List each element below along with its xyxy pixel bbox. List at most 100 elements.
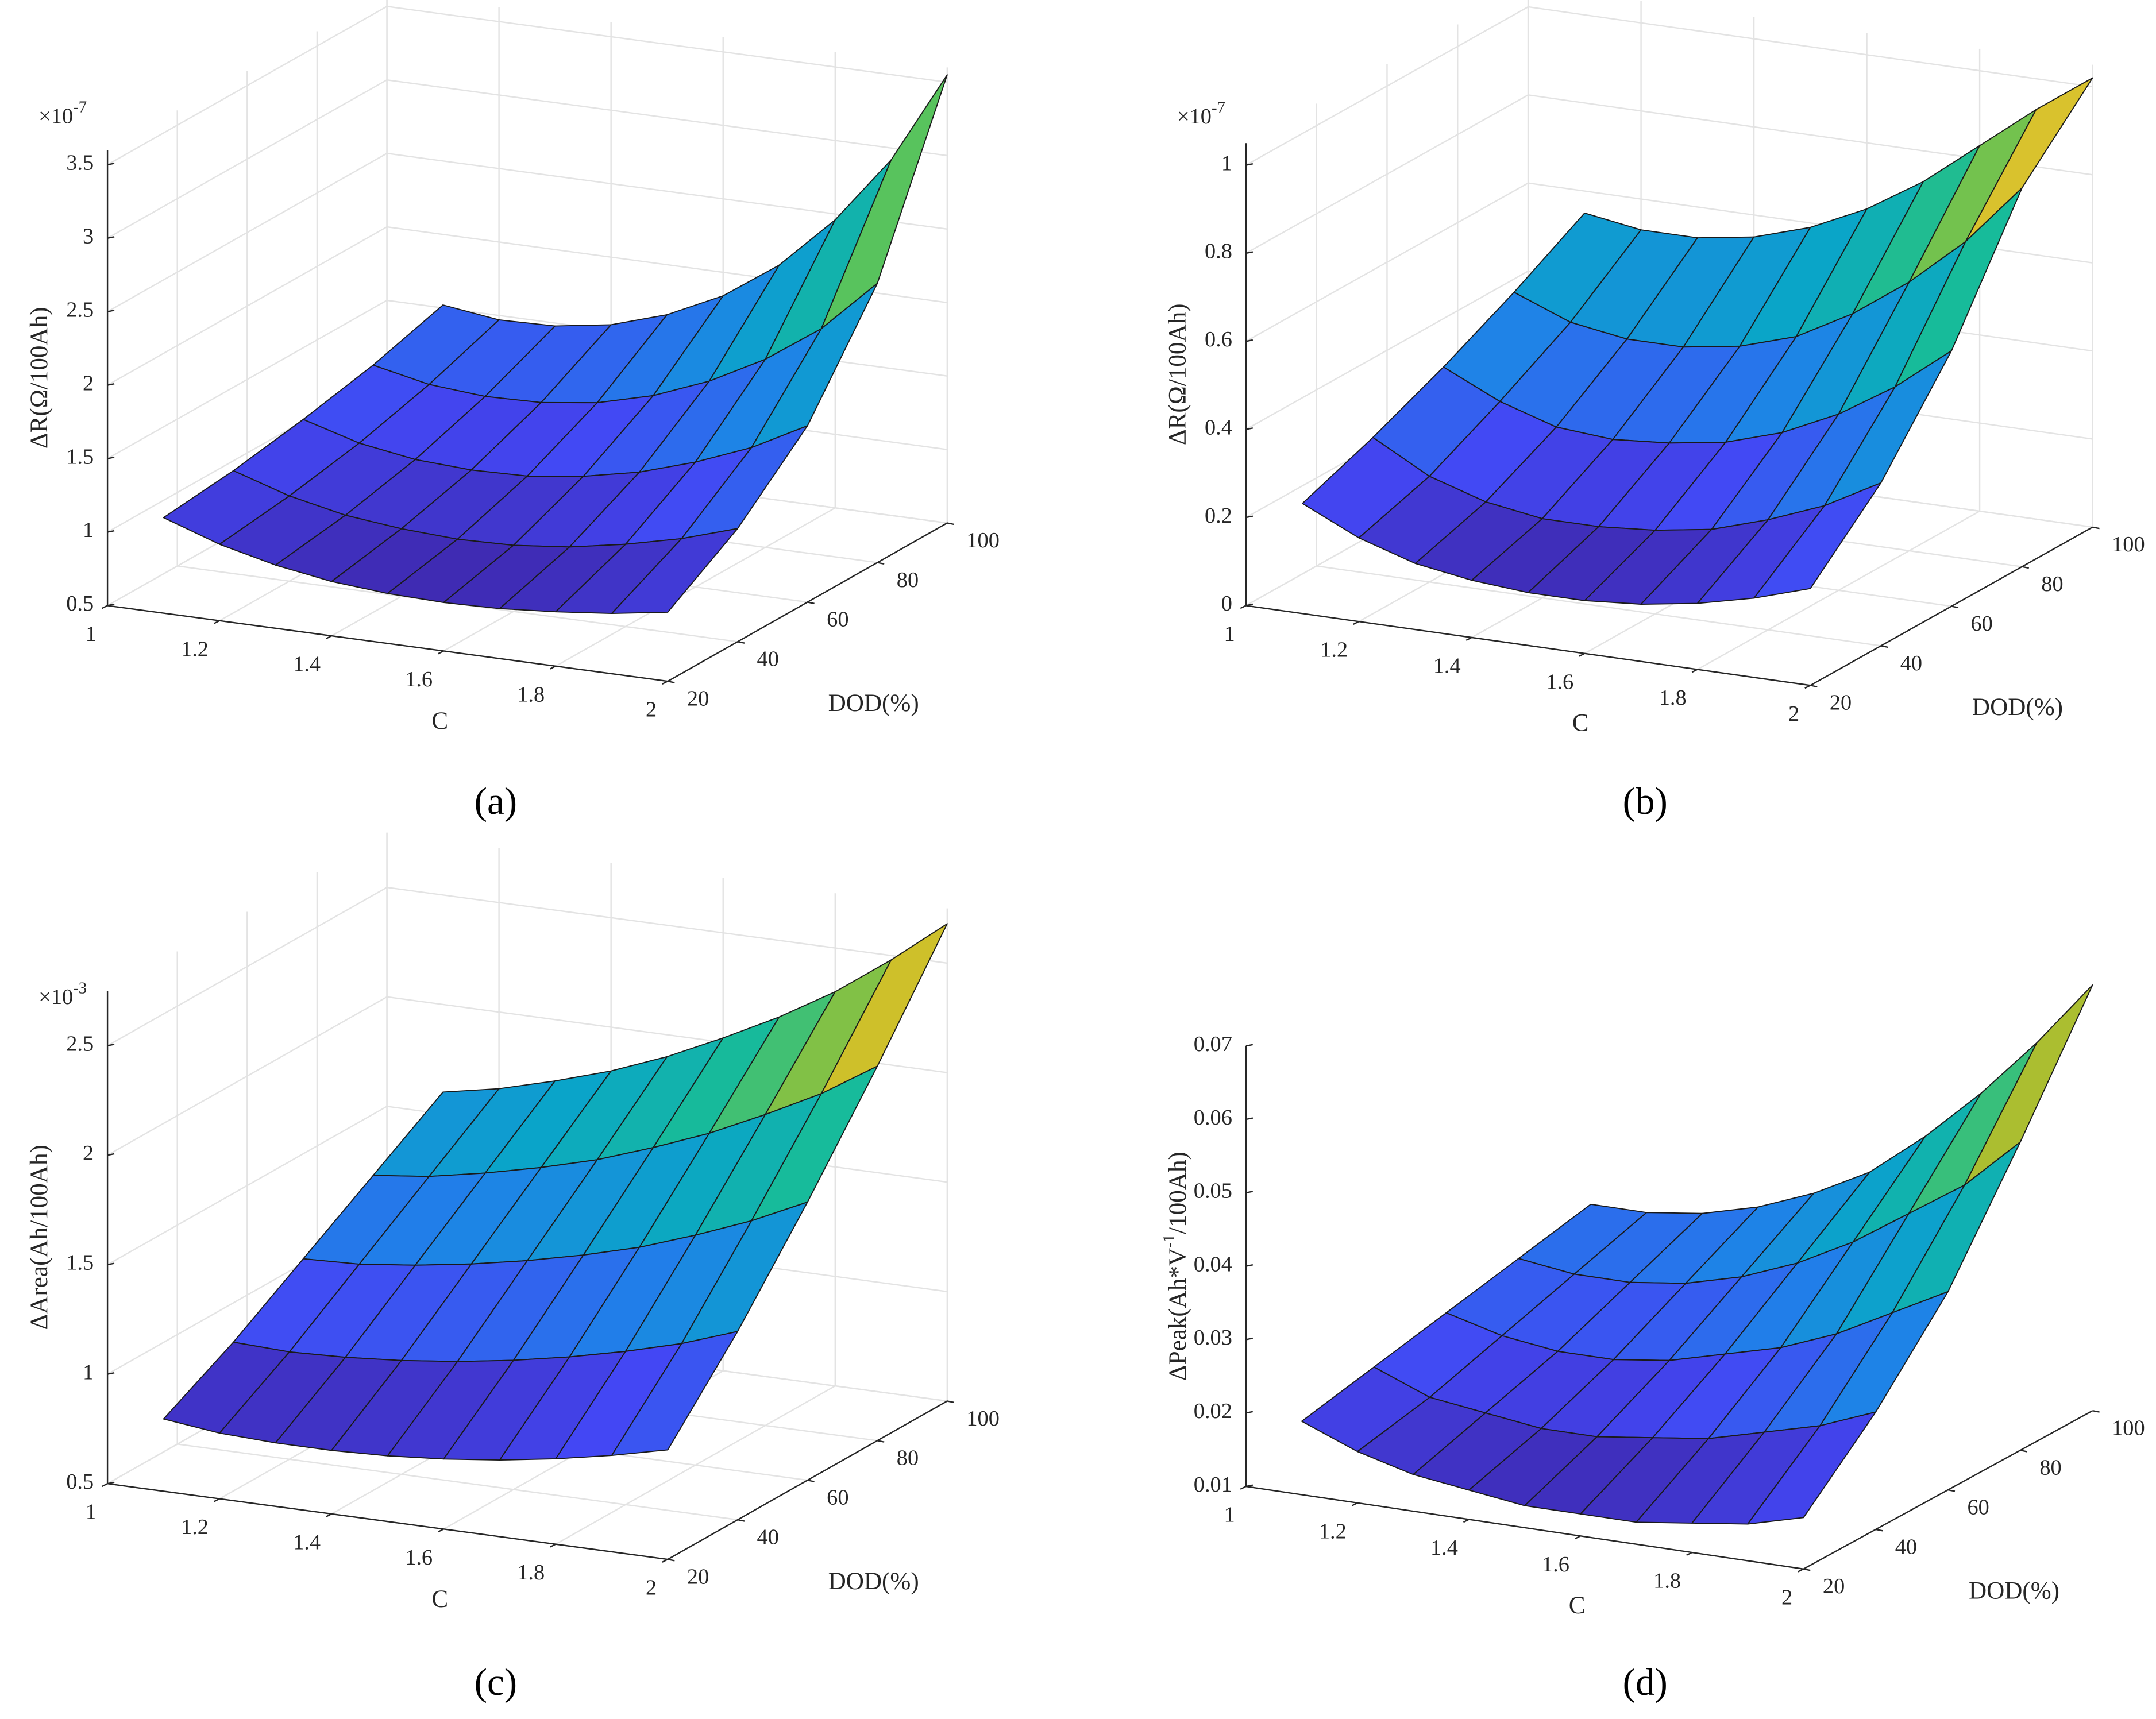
x-tick-label: 1.8 [1659,686,1687,710]
grid-line [1245,182,1529,342]
x-tick [214,620,220,624]
y-axis-label: DOD(%) [1969,1578,2059,1605]
exponent-base: ×10 [38,104,73,128]
x-tick-label: 1 [1224,622,1235,646]
z-tick [107,1044,115,1046]
y-tick [807,1480,815,1482]
y-tick-label: 20 [687,687,709,711]
grid-line [1316,565,1881,647]
x-tick [438,1528,444,1533]
z-axis-label: ΔArea(Ah/100Ah) [26,1145,53,1330]
y-tick-label: 80 [897,568,919,592]
grid-line [107,153,388,312]
x-tick [1463,1519,1470,1523]
x-tick [1804,685,1811,689]
grid-line [1245,271,1529,430]
z-tick-label: 3.5 [66,151,94,175]
y-tick-label: 20 [687,1565,709,1589]
x-axis-label: C [431,1586,448,1613]
surface-patch [611,528,738,615]
z-tick-label: 0.04 [1194,1252,1232,1276]
x-tick-label: 1 [86,622,97,646]
y-tick-label: 60 [827,1486,848,1510]
surface-patch [611,1331,738,1457]
x-tick-label: 1.2 [1320,638,1348,662]
z-tick [107,1481,115,1485]
exponent-base: ×10 [38,985,73,1009]
x-axis [1245,605,1811,686]
z-tick [1245,1484,1254,1488]
grid-line [107,1106,388,1265]
grid-line [107,996,388,1156]
z-tick [1245,339,1254,342]
z-tick-label: 1 [1221,151,1232,175]
z-tick [107,310,115,312]
y-tick [1875,1528,1883,1532]
y-tick [668,681,675,683]
z-tick-label: 1.5 [66,1251,94,1275]
exponent-power: -7 [1212,98,1225,117]
grid-line [387,6,948,83]
z-tick [107,163,115,165]
z-tick-label: 0.5 [66,1470,94,1494]
x-tick [1691,669,1698,673]
z-tick-label: 1 [83,1360,94,1384]
x-tick [550,1543,556,1548]
y-tick-label: 80 [2039,1455,2061,1480]
caption: (b) [1623,779,1668,822]
surface-patch [820,74,948,330]
z-tick [1245,515,1254,519]
x-tick-label: 1.6 [405,667,433,692]
z-tick [1245,1117,1254,1121]
x-tick-label: 1.8 [517,1560,545,1585]
y-tick [2092,526,2100,530]
z-tick-label: 2.5 [66,1032,94,1056]
exponent: ×10-7 [38,98,87,128]
x-tick [101,1483,108,1488]
x-tick [662,1558,668,1563]
y-axis-label: DOD(%) [828,690,919,717]
y-tick [877,562,885,565]
y-tick-label: 40 [757,1525,779,1549]
z-tick [1245,427,1254,430]
x-axis-label: C [431,708,448,735]
z-tick [1245,1411,1254,1414]
z-tick-label: 0.06 [1194,1106,1232,1130]
surface-chart: 1 1.2 1.4 1.6 1.8 2 20 40 60 80 100 0 0.2 0.4 0.6 0.8 1 C… [1164,0,2145,822]
y-tick [1810,685,1818,687]
y-tick [1880,645,1888,648]
z-tick-label: 0.5 [66,592,94,616]
y-axis [667,522,948,682]
exponent-base: ×10 [1177,105,1212,129]
y-tick [2022,566,2029,569]
z-tick [1245,251,1254,254]
x-axis [107,605,668,682]
z-label-end: /100Ah) [1164,1152,1191,1234]
z-tick-label: 2 [83,1141,94,1165]
grid-line [107,6,388,165]
grid-line [107,79,388,239]
x-tick [101,605,108,609]
surface-patch [1964,984,2093,1186]
z-tick-label: 0.02 [1194,1399,1232,1423]
x-tick-label: 1.8 [517,682,545,706]
caption: (c) [475,1660,517,1703]
x-tick [1353,621,1359,625]
z-tick-label: 0.2 [1205,504,1232,528]
z-tick-label: 0.03 [1194,1326,1232,1350]
grid-line [1245,94,1529,254]
x-tick-label: 1.6 [405,1546,433,1570]
z-tick [1245,1044,1254,1047]
y-tick-label: 40 [1895,1535,1917,1559]
x-axis-label: C [1569,1592,1586,1619]
z-tick-label: 2 [83,371,94,395]
x-tick-label: 1.6 [1546,670,1573,694]
y-tick [1951,605,1959,609]
x-tick [1798,1568,1804,1573]
x-tick [1579,652,1585,657]
grid-line [107,299,388,459]
z-tick [107,530,115,533]
z-label-power: -1 [1160,1234,1178,1248]
grid-line [1528,182,2093,264]
